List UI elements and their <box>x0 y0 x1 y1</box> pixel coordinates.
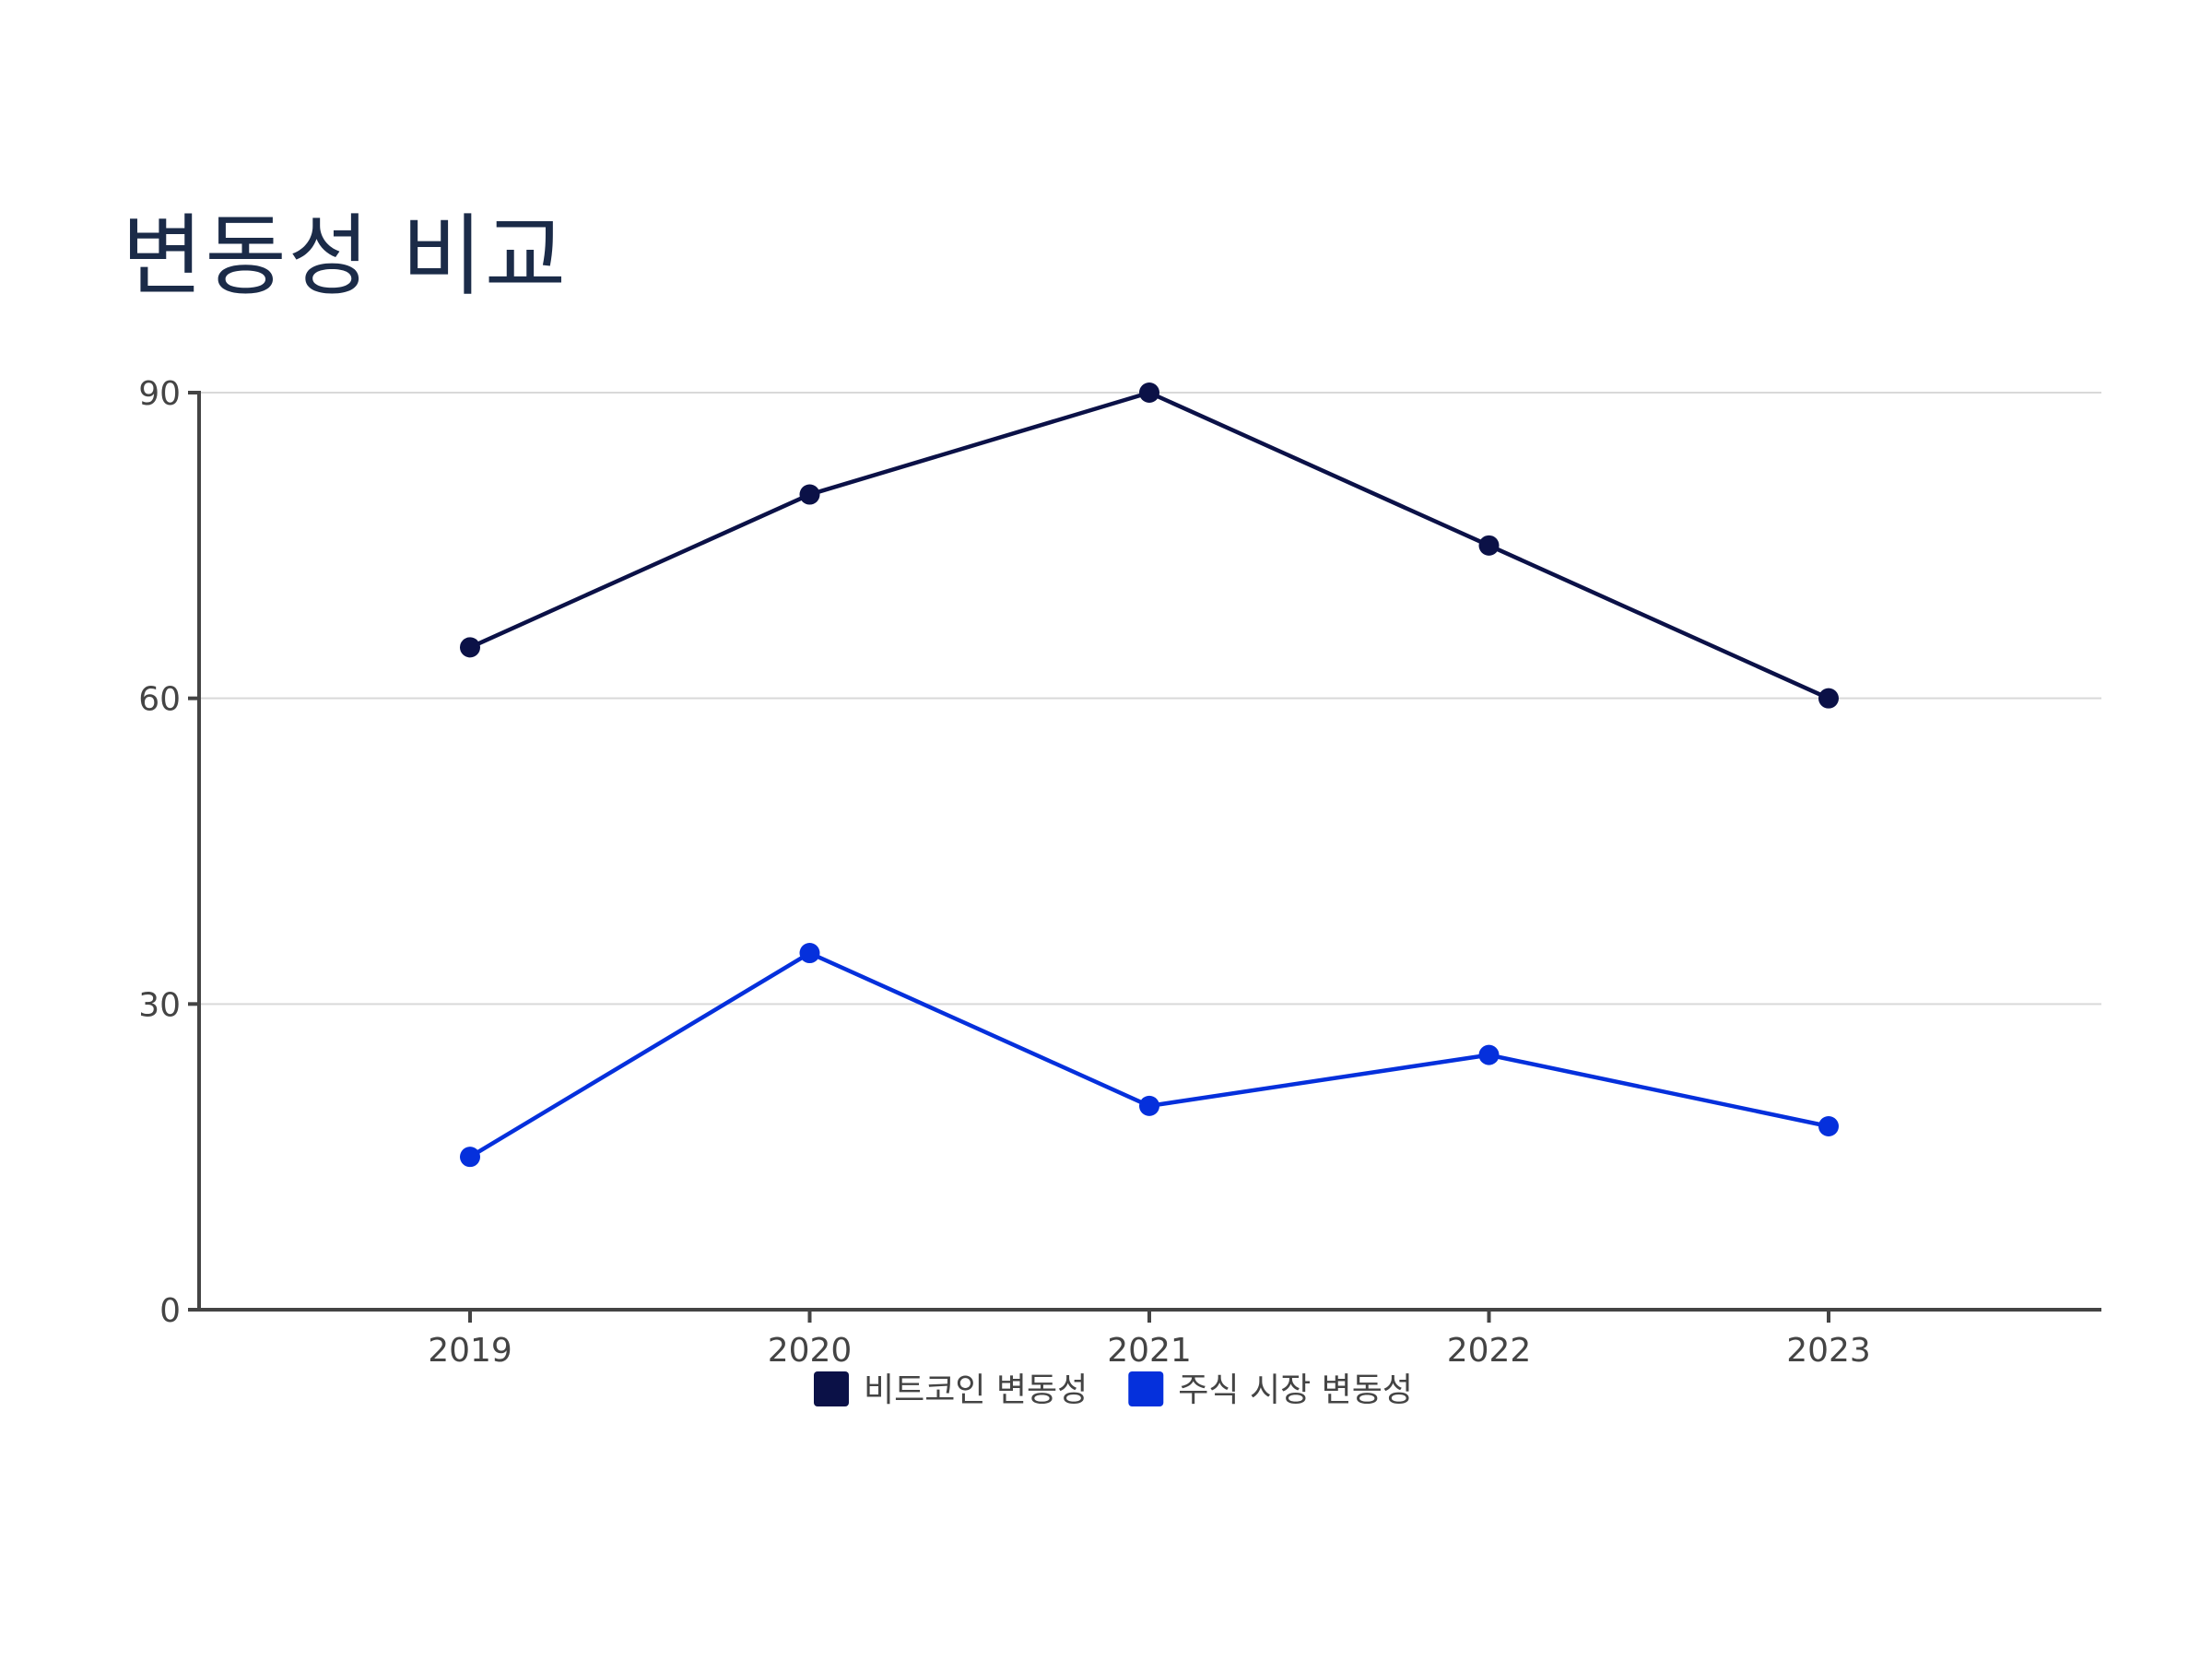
series-1-point <box>460 637 480 658</box>
legend-swatch-1 <box>814 1371 849 1406</box>
y-tick-label: 90 <box>138 375 181 413</box>
y-tick-label: 30 <box>138 986 181 1024</box>
y-tick-label: 60 <box>138 681 181 719</box>
x-tick-label: 2020 <box>768 1332 853 1370</box>
series-2-point <box>799 943 820 964</box>
series-1-point <box>799 484 820 505</box>
series-1-point <box>1818 688 1839 709</box>
series-line-2 <box>468 950 1830 1159</box>
y-tick-label: 0 <box>159 1292 181 1330</box>
x-tick-label: 2019 <box>428 1332 512 1370</box>
series-1-point <box>1139 382 1159 403</box>
series-group <box>460 382 1839 1168</box>
legend-label-2: 주식 시장 변동성 <box>1178 1371 1413 1409</box>
series-2-point <box>1139 1095 1159 1116</box>
x-tick-label: 2022 <box>1447 1332 1532 1370</box>
series-2-point <box>1478 1044 1500 1065</box>
x-tick-label: 2023 <box>1786 1332 1871 1370</box>
legend-swatch-2 <box>1128 1371 1164 1406</box>
series-line-1 <box>469 390 1830 700</box>
gridlines <box>199 392 2101 1006</box>
series-2-point <box>1818 1116 1839 1136</box>
series-2-point <box>460 1147 480 1168</box>
x-tick-label: 2021 <box>1107 1332 1192 1370</box>
chart-title: 변동성 비교 <box>122 205 569 308</box>
legend: 비트코인 변동성 주식 시장 변동성 <box>814 1371 1413 1409</box>
axes: 0 30 60 90 2019 2020 2021 2022 2023 <box>138 375 2101 1370</box>
series-1-point <box>1478 535 1500 556</box>
legend-label-1: 비트코인 변동성 <box>864 1371 1088 1409</box>
